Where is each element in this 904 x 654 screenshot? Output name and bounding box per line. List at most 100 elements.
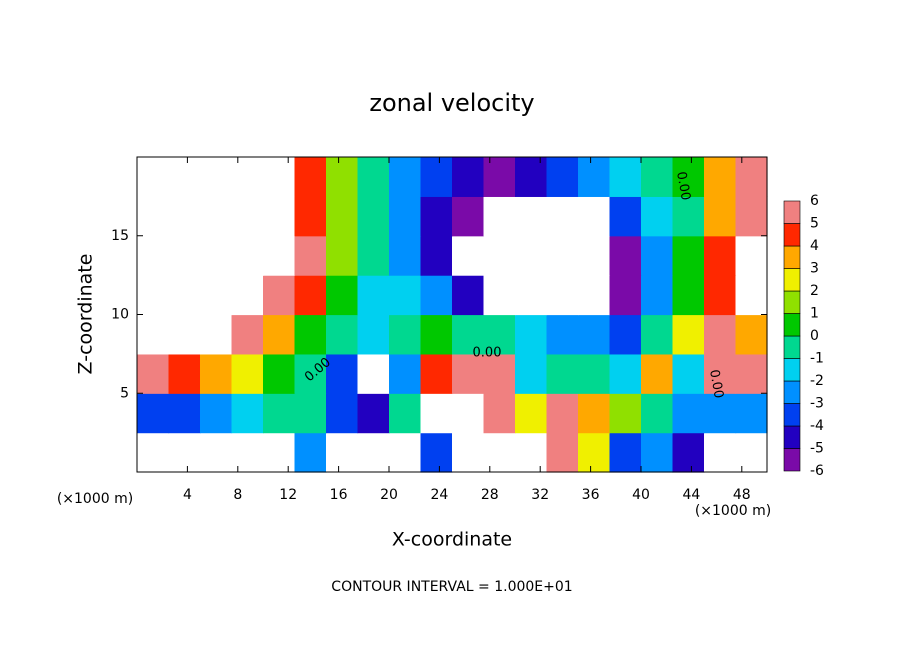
colorbar-tick-label: 1 [810, 306, 819, 322]
x-tick-label: 40 [632, 487, 650, 503]
field-cell [357, 275, 390, 316]
x-tick-label: 8 [233, 487, 242, 503]
field-cell [420, 235, 453, 276]
field-cell [704, 196, 737, 237]
field-cell [452, 196, 485, 237]
field-cell [389, 196, 422, 237]
field-cell [546, 275, 579, 316]
field-cell [200, 157, 233, 197]
field-cell [609, 432, 642, 473]
field-cell [326, 314, 359, 355]
field-cell [200, 314, 233, 355]
colorbar-tick-label: -4 [810, 418, 824, 434]
field-cell [420, 432, 453, 473]
x-unit-label: (×1000 m) [57, 491, 133, 507]
field-cell [515, 353, 548, 394]
field-cell [641, 432, 674, 473]
field-cell [609, 235, 642, 276]
colorbar-swatch [783, 245, 801, 269]
field-cell [263, 235, 296, 276]
field-cell [609, 393, 642, 434]
field-cell [672, 353, 705, 394]
field-cell [578, 353, 611, 394]
field-cell [326, 275, 359, 316]
field-cell [420, 275, 453, 316]
x-tick-label: 24 [430, 487, 448, 503]
field-cell [137, 196, 170, 237]
field-cell [452, 353, 485, 394]
colorbar-swatch [783, 335, 801, 359]
field-cell [294, 393, 327, 434]
field-cell [231, 196, 264, 237]
field-cell [231, 275, 264, 316]
field-cell [389, 275, 422, 316]
field-cell [483, 235, 516, 276]
field-cell [483, 432, 516, 473]
field-cell [483, 157, 516, 197]
field-cell [672, 432, 705, 473]
field-cell [389, 235, 422, 276]
field-cell [672, 393, 705, 434]
field-cell [168, 275, 201, 316]
field-cell [515, 432, 548, 473]
field-cell [452, 393, 485, 434]
y-tick-label: 5 [120, 385, 129, 401]
field-cell [326, 157, 359, 197]
field-cell [735, 157, 768, 197]
field-cell [137, 432, 170, 473]
field-cell [168, 353, 201, 394]
field-cell [389, 157, 422, 197]
field-cell [452, 235, 485, 276]
x-tick-label: 4 [183, 487, 192, 503]
field-cell [231, 432, 264, 473]
field-cell [389, 353, 422, 394]
y-axis-label: Z-coordinate [75, 254, 97, 375]
colorbar-swatch [783, 403, 801, 427]
contour-label: 0.00 [706, 368, 726, 399]
field-cell [137, 235, 170, 276]
field-cell [515, 157, 548, 197]
field-cell [609, 157, 642, 197]
field-cell [263, 393, 296, 434]
field-cell [326, 353, 359, 394]
field-cell [515, 275, 548, 316]
field-cell [357, 314, 390, 355]
field-cell [168, 235, 201, 276]
colorbar-swatch [783, 380, 801, 404]
field-cell [357, 157, 390, 197]
field-cell [641, 196, 674, 237]
field-cell [735, 432, 768, 473]
x-tick-label: 28 [481, 487, 499, 503]
field-cell [672, 314, 705, 355]
colorbar-tick-label: -6 [810, 463, 824, 479]
field-cell [515, 196, 548, 237]
colorbar-tick-label: 3 [810, 261, 819, 277]
colorbar-tick-label: -5 [810, 441, 824, 457]
x-tick-label: 20 [380, 487, 398, 503]
colorbar-swatch [783, 448, 801, 472]
field-cell [452, 157, 485, 197]
field-cell [294, 353, 327, 394]
field-cell [483, 275, 516, 316]
colorbar-tick-label: 5 [810, 216, 819, 232]
field-cell [515, 393, 548, 434]
field-cell [420, 393, 453, 434]
field-cell [704, 235, 737, 276]
y-tick-label: 10 [111, 307, 129, 323]
field-cell [483, 314, 516, 355]
field-cell [326, 393, 359, 434]
x-tick-label: 44 [682, 487, 700, 503]
field-cell [452, 432, 485, 473]
field-cell [326, 235, 359, 276]
field-cell [609, 196, 642, 237]
field-cell [168, 157, 201, 197]
field-cell [137, 353, 170, 394]
field-cell [452, 275, 485, 316]
field-cell [294, 432, 327, 473]
field-cell [578, 275, 611, 316]
field-cell [200, 432, 233, 473]
field-cell [452, 314, 485, 355]
field-cell [672, 235, 705, 276]
field-cell [641, 235, 674, 276]
